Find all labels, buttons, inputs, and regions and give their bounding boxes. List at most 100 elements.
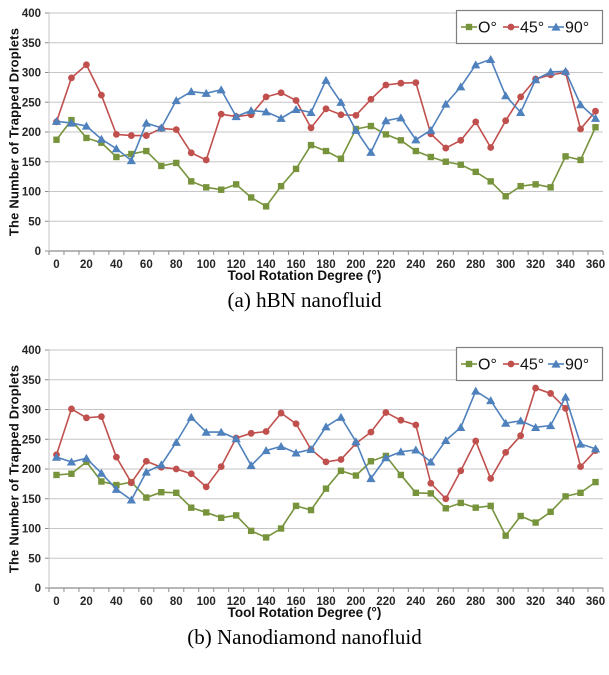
square-marker <box>292 165 300 173</box>
triangle-marker <box>66 457 77 466</box>
x-tick-label: 60 <box>140 596 153 608</box>
circle-marker <box>172 126 180 134</box>
series-line-circle <box>55 387 597 501</box>
circle-marker <box>187 149 195 157</box>
triangle-marker <box>426 457 436 466</box>
triangle-marker <box>51 116 62 125</box>
triangle-marker <box>575 439 586 448</box>
y-tick-label: 150 <box>22 494 41 506</box>
x-tick-label: 140 <box>257 596 276 608</box>
square-marker <box>472 504 479 511</box>
square-marker <box>502 532 509 539</box>
square-marker <box>352 472 360 479</box>
square-marker <box>322 147 330 155</box>
triangle-marker <box>171 96 181 105</box>
triangle-marker <box>81 121 92 130</box>
square-marker <box>465 23 473 31</box>
x-tick-label: 220 <box>376 259 395 271</box>
circle-marker <box>83 414 90 422</box>
circle-marker <box>507 23 515 31</box>
x-tick-label: 260 <box>436 259 455 271</box>
line-chart-hbn: 0 50 100 150 200 250 300 350 400 0 20 40 60 80 100 120 1… <box>22 8 605 271</box>
x-tick-label: 120 <box>227 259 246 271</box>
figure-caption-b: (b) Nanodiamond nanofluid <box>187 625 422 649</box>
x-tick-label: 320 <box>526 596 545 608</box>
square-marker <box>277 182 285 190</box>
x-tick-label: 340 <box>556 259 575 271</box>
square-marker <box>188 504 195 511</box>
square-marker <box>487 502 494 510</box>
circle-marker <box>507 360 515 368</box>
y-tick-label: 100 <box>22 524 41 536</box>
circle-marker <box>83 61 90 69</box>
triangle-marker <box>306 107 316 116</box>
x-axis-title: Tool Rotation Degree (°) <box>227 268 382 283</box>
circle-marker <box>442 144 450 152</box>
x-tick-label: 60 <box>140 259 153 271</box>
x-tick-label: 0 <box>53 596 59 608</box>
square-marker <box>465 360 473 368</box>
triangle-marker <box>111 484 121 493</box>
triangle-marker <box>291 448 301 457</box>
x-tick-label: 20 <box>80 596 93 608</box>
circle-marker <box>577 125 584 133</box>
x-tick-label: 120 <box>227 596 246 608</box>
triangle-marker <box>51 452 62 461</box>
square-marker <box>217 186 225 193</box>
triangle-marker <box>590 113 601 122</box>
series-line-triangle <box>56 389 596 502</box>
square-marker <box>442 505 449 512</box>
circle-marker <box>427 479 435 487</box>
triangle-marker <box>141 118 151 127</box>
y-tick-label: 100 <box>22 187 41 199</box>
triangle-marker <box>66 118 77 127</box>
triangle-marker <box>381 453 391 462</box>
square-marker <box>232 512 240 519</box>
x-tick-label: 180 <box>316 596 335 608</box>
legend-label: 45° <box>520 20 544 37</box>
square-marker <box>143 494 150 501</box>
triangle-marker <box>351 125 361 134</box>
circle-marker <box>68 405 75 413</box>
y-tick-label: 50 <box>28 553 41 565</box>
square-marker <box>337 467 345 474</box>
square-marker <box>532 181 539 188</box>
circle-marker <box>262 428 270 435</box>
triangle-marker <box>111 144 121 153</box>
y-axis-title: The Number of Trapped Droplets <box>6 27 22 237</box>
circle-marker <box>112 453 120 461</box>
y-tick-label: 200 <box>22 127 41 139</box>
legend-label: O° <box>478 20 497 37</box>
x-tick-label: 200 <box>346 259 365 271</box>
square-marker <box>577 489 584 496</box>
triangle-marker <box>321 75 331 84</box>
x-tick-label: 40 <box>110 259 123 271</box>
triangle-marker <box>575 100 586 109</box>
circle-marker <box>127 479 135 487</box>
circle-marker <box>412 421 420 429</box>
circle-marker <box>562 404 569 412</box>
triangle-marker <box>381 116 391 125</box>
square-marker <box>307 141 315 149</box>
triangle-marker <box>531 75 541 84</box>
circle-marker <box>337 456 345 463</box>
circle-marker <box>98 413 105 421</box>
line-chart-nanodiamond: 0 50 100 150 200 250 300 350 400 0 20 40 60 80 100 120 1… <box>22 345 605 608</box>
circle-marker <box>412 79 420 87</box>
circle-marker <box>307 124 315 132</box>
triangle-marker <box>216 85 226 94</box>
x-tick-label: 300 <box>496 259 515 271</box>
triangle-marker <box>531 422 541 431</box>
triangle-marker <box>336 97 346 106</box>
triangle-marker <box>396 113 406 122</box>
square-marker <box>277 525 285 532</box>
square-marker <box>188 178 195 185</box>
square-marker <box>217 514 225 521</box>
figure-caption-a: (a) hBN nanofluid <box>227 288 382 312</box>
square-marker <box>427 490 435 497</box>
triangle-marker <box>411 445 421 454</box>
square-marker <box>83 134 90 142</box>
y-tick-label: 50 <box>28 216 41 228</box>
circle-marker <box>217 110 225 118</box>
legend-label: O° <box>478 357 497 374</box>
